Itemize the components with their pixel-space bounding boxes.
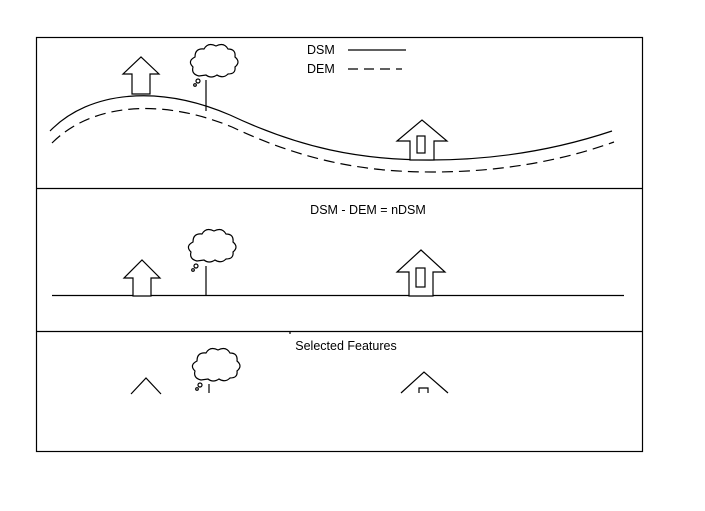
- tree-crown-icon: [189, 43, 239, 87]
- panel-dsm-dem: DSM DEM: [49, 43, 615, 173]
- dem-terrain-curve: [51, 107, 615, 173]
- building-roof-outline: [130, 377, 162, 395]
- diagram-frame: [35, 36, 644, 453]
- house-door: [416, 135, 426, 154]
- tree-crown-icon: [187, 228, 237, 272]
- legend-dsm-label: DSM: [307, 43, 335, 57]
- house-roof-outline: [400, 371, 449, 394]
- panel-selected-features: Selected Features: [130, 332, 449, 395]
- stray-dot: [289, 332, 291, 334]
- building-arrow-icon: [121, 56, 161, 95]
- house-door: [415, 267, 426, 288]
- tree-crown-icon: [191, 347, 241, 391]
- panel-ndsm-title: DSM - DEM = nDSM: [310, 203, 426, 217]
- panel-ndsm: DSM - DEM = nDSM: [52, 203, 624, 297]
- house-door-top: [418, 387, 429, 393]
- dsm-surface-curve: [49, 95, 613, 161]
- legend-dem-label: DEM: [307, 62, 335, 76]
- panel-selected-features-title: Selected Features: [295, 339, 396, 353]
- building-arrow-icon: [122, 259, 162, 297]
